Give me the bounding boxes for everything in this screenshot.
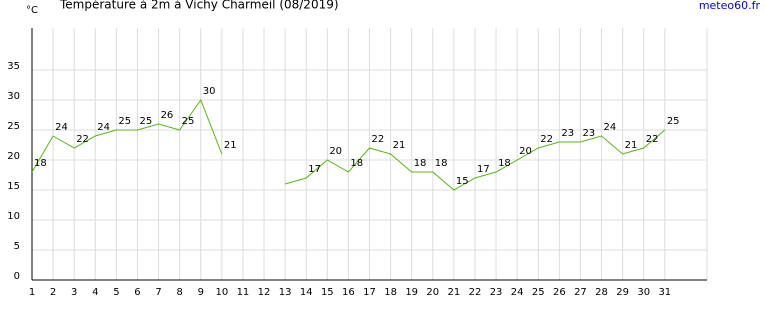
data-label: 18 bbox=[414, 158, 427, 169]
source-link[interactable]: meteo60.fr bbox=[699, 0, 761, 12]
x-tick-label: 11 bbox=[237, 287, 250, 298]
data-label: 21 bbox=[625, 140, 638, 151]
x-tick-label: 12 bbox=[258, 287, 271, 298]
x-tick-label: 4 bbox=[92, 287, 98, 298]
data-label: 22 bbox=[646, 134, 659, 145]
x-tick-label: 27 bbox=[574, 287, 587, 298]
line-series bbox=[31, 98, 666, 191]
x-tick-label: 10 bbox=[215, 287, 228, 298]
data-label: 24 bbox=[97, 122, 110, 133]
x-tick-label: 24 bbox=[511, 287, 524, 298]
x-tick-label: 5 bbox=[113, 287, 119, 298]
x-tick-label: 23 bbox=[490, 287, 503, 298]
data-label: 20 bbox=[329, 146, 342, 157]
data-label: 20 bbox=[519, 146, 532, 157]
data-label: 17 bbox=[477, 164, 490, 175]
data-label: 30 bbox=[203, 86, 216, 97]
data-label: 23 bbox=[561, 128, 574, 139]
data-label: 25 bbox=[667, 116, 680, 127]
chart-title: Température à 2m à Vichy Charmeil (08/20… bbox=[59, 0, 339, 12]
y-tick-label: 5 bbox=[14, 241, 20, 252]
x-tick-label: 1 bbox=[29, 287, 35, 298]
x-tick-label: 21 bbox=[448, 287, 461, 298]
data-label: 24 bbox=[55, 122, 68, 133]
y-tick-label: 35 bbox=[7, 61, 20, 72]
x-tick-label: 6 bbox=[134, 287, 140, 298]
data-label: 24 bbox=[604, 122, 617, 133]
y-tick-label: 20 bbox=[7, 151, 20, 162]
x-tick-label: 19 bbox=[405, 287, 418, 298]
x-tick-label: 9 bbox=[198, 287, 204, 298]
data-label: 25 bbox=[182, 116, 195, 127]
x-tick-label: 8 bbox=[176, 287, 182, 298]
y-tick-label: 25 bbox=[7, 121, 20, 132]
data-label: 26 bbox=[161, 110, 174, 121]
data-label: 17 bbox=[308, 164, 321, 175]
data-label: 23 bbox=[582, 128, 595, 139]
data-label: 22 bbox=[76, 134, 89, 145]
x-tick-label: 16 bbox=[342, 287, 355, 298]
data-label: 22 bbox=[372, 134, 385, 145]
data-label: 25 bbox=[118, 116, 131, 127]
x-tick-label: 30 bbox=[637, 287, 650, 298]
y-tick-label: 10 bbox=[7, 211, 20, 222]
y-tick-label: 15 bbox=[7, 181, 20, 192]
x-tick-label: 28 bbox=[595, 287, 608, 298]
x-tick-label: 26 bbox=[553, 287, 566, 298]
y-tick-label: 30 bbox=[7, 91, 20, 102]
data-label: 21 bbox=[393, 140, 406, 151]
data-label: 18 bbox=[34, 158, 47, 169]
data-label: 18 bbox=[435, 158, 448, 169]
x-tick-label: 3 bbox=[71, 287, 77, 298]
x-tick-label: 15 bbox=[321, 287, 334, 298]
x-tick-label: 31 bbox=[658, 287, 671, 298]
x-tick-label: 14 bbox=[300, 287, 313, 298]
data-label: 25 bbox=[139, 116, 152, 127]
data-label: 21 bbox=[224, 140, 237, 151]
data-label: 18 bbox=[350, 158, 363, 169]
x-tick-label: 17 bbox=[363, 287, 376, 298]
x-tick-label: 20 bbox=[426, 287, 439, 298]
x-tick-label: 7 bbox=[155, 287, 161, 298]
x-tick-label: 2 bbox=[50, 287, 56, 298]
x-tick-label: 25 bbox=[532, 287, 545, 298]
y-axis-label: °C bbox=[26, 5, 38, 16]
data-label: 15 bbox=[456, 176, 469, 187]
x-tick-label: 29 bbox=[616, 287, 629, 298]
x-tick-label: 18 bbox=[384, 287, 397, 298]
data-label: 18 bbox=[498, 158, 511, 169]
data-label: 22 bbox=[540, 134, 553, 145]
y-tick-label: 0 bbox=[14, 271, 20, 282]
x-tick-label: 22 bbox=[469, 287, 482, 298]
x-tick-label: 13 bbox=[279, 287, 292, 298]
